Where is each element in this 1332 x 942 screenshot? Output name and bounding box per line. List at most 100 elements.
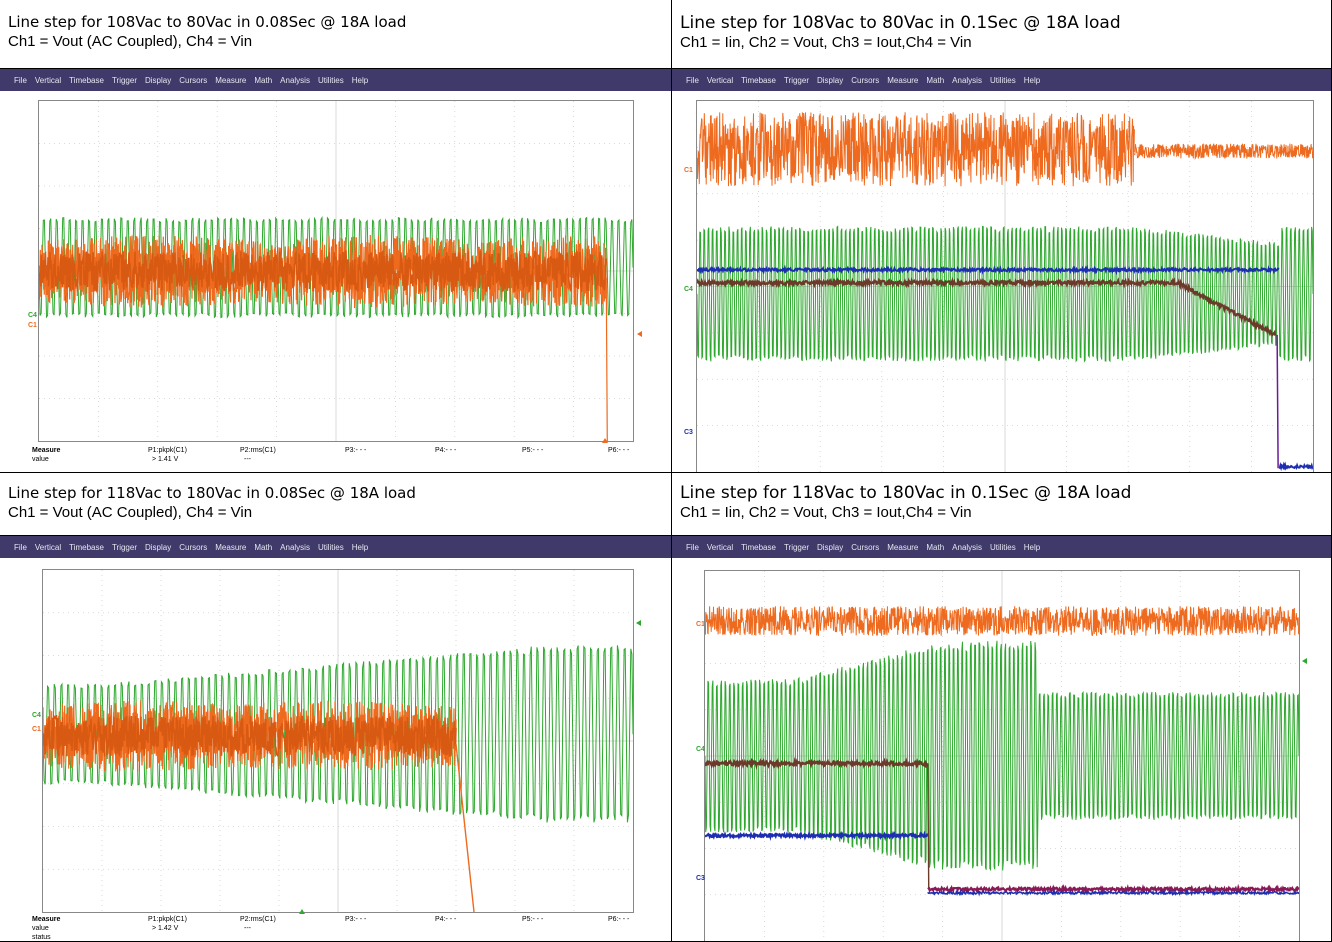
menu-display[interactable]: Display: [817, 75, 844, 85]
menu-measure[interactable]: Measure: [887, 75, 919, 85]
measure-param: P6:- - -: [608, 447, 630, 454]
menu-file[interactable]: File: [14, 75, 27, 85]
ch1-trace-core: [39, 248, 608, 295]
channel-label-c1: C1: [32, 726, 41, 733]
measure-status-label: status: [32, 934, 51, 941]
scope-screen-3: File Vertical Timebase Trigger Display Cursor…: [0, 536, 672, 942]
ch3-trace-low: [927, 883, 1299, 895]
waveform-canvas: [43, 570, 633, 912]
menu-help[interactable]: Help: [351, 542, 369, 552]
panel-1-title: Line step for 108Vac to 80Vac in 0.08Sec…: [8, 13, 407, 31]
channel-label-c4: C4: [696, 746, 705, 753]
waveform-canvas: [39, 101, 633, 441]
menu-help[interactable]: Help: [351, 75, 369, 85]
menu-math[interactable]: Math: [926, 542, 945, 552]
menu-vertical[interactable]: Vertical: [34, 75, 62, 85]
menu-measure[interactable]: Measure: [215, 75, 247, 85]
measure-value: > 1.41 V: [152, 456, 179, 463]
menu-timebase[interactable]: Timebase: [69, 542, 104, 552]
ch3-trace-low: [1278, 461, 1313, 472]
channel-label-c4: C4: [32, 712, 41, 719]
menu-analysis[interactable]: Analysis: [280, 75, 310, 85]
panel-1-subtitle: Ch1 = Vout (AC Coupled), Ch4 = Vin: [8, 33, 253, 50]
menu-math[interactable]: Math: [926, 75, 945, 85]
menu-trigger[interactable]: Trigger: [783, 542, 809, 552]
menu-file[interactable]: File: [686, 75, 699, 85]
menu-help[interactable]: Help: [1023, 542, 1041, 552]
menu-cursors[interactable]: Cursors: [179, 75, 208, 85]
measure-value: ---: [244, 925, 251, 932]
menu-cursors[interactable]: Cursors: [851, 542, 880, 552]
ch2-trace: [705, 756, 929, 770]
menu-measure[interactable]: Measure: [215, 542, 247, 552]
menu-math[interactable]: Math: [254, 75, 273, 85]
menu-trigger[interactable]: Trigger: [783, 75, 809, 85]
measure-value: ---: [244, 456, 251, 463]
trigger-marker-icon: [299, 909, 305, 914]
menu-analysis[interactable]: Analysis: [280, 542, 310, 552]
menu-vertical[interactable]: Vertical: [34, 542, 62, 552]
panel-2-subtitle: Ch1 = Iin, Ch2 = Vout, Ch3 = Iout,Ch4 = …: [680, 34, 972, 51]
ch1-drop: [455, 744, 475, 912]
ch1-trace: [705, 606, 1299, 637]
scope-screen-4: File Vertical Timebase Trigger Display Cursor…: [672, 536, 1332, 942]
panel-2-title: Line step for 108Vac to 80Vac in 0.1Sec …: [680, 13, 1121, 33]
measure-param: P1:pkpk(C1): [148, 447, 187, 454]
caption-panel-4: Line step for 118Vac to 180Vac in 0.1Sec…: [672, 473, 1332, 536]
measure-value: > 1.42 V: [152, 925, 179, 932]
menu-trigger[interactable]: Trigger: [111, 542, 137, 552]
menu-timebase[interactable]: Timebase: [741, 75, 776, 85]
scope-screen-2: File Vertical Timebase Trigger Display Cursor…: [672, 69, 1332, 473]
scope-menubar: File Vertical Timebase Trigger Display Cursor…: [0, 536, 671, 558]
menu-timebase[interactable]: Timebase: [69, 75, 104, 85]
channel-label-c4: C4: [684, 286, 693, 293]
menu-utilities[interactable]: Utilities: [317, 75, 344, 85]
menu-help[interactable]: Help: [1023, 75, 1041, 85]
waveform-canvas: [705, 571, 1299, 941]
ch3-trace: [697, 264, 1280, 276]
menu-math[interactable]: Math: [254, 542, 273, 552]
channel-label-c4: C4: [28, 312, 37, 319]
measure-param: P4:- - -: [435, 447, 457, 454]
measure-param: P6:- - -: [608, 916, 630, 923]
measure-param: P5:- - -: [522, 447, 544, 454]
menu-trigger[interactable]: Trigger: [111, 75, 137, 85]
measure-panel: Measure value status P1:pkpk(C1) > 1.42 V P2:…: [30, 916, 670, 941]
menu-cursors[interactable]: Cursors: [851, 75, 880, 85]
caption-panel-3: Line step for 118Vac to 180Vac in 0.08Se…: [0, 473, 672, 536]
channel-label-c1: C1: [696, 621, 705, 628]
menu-file[interactable]: File: [14, 542, 27, 552]
measure-param: P1:pkpk(C1): [148, 916, 187, 923]
ch2-trace-sag: [1176, 277, 1277, 337]
scope-screen-1: File Vertical Timebase Trigger Display Cursor…: [0, 69, 672, 473]
menu-measure[interactable]: Measure: [887, 542, 919, 552]
ch3-trace-low-blue: [927, 889, 1299, 897]
menu-utilities[interactable]: Utilities: [989, 542, 1016, 552]
menu-utilities[interactable]: Utilities: [989, 75, 1016, 85]
menu-display[interactable]: Display: [145, 75, 172, 85]
ch4-trace: [705, 640, 1299, 872]
menu-timebase[interactable]: Timebase: [741, 542, 776, 552]
menu-display[interactable]: Display: [145, 542, 172, 552]
waveform-canvas: [697, 101, 1313, 472]
scope-menubar: File Vertical Timebase Trigger Display Cursor…: [0, 69, 671, 91]
menu-file[interactable]: File: [686, 542, 699, 552]
measure-value-label: value: [32, 456, 49, 463]
panel-3-title: Line step for 118Vac to 180Vac in 0.08Se…: [8, 484, 416, 502]
ch1-trace: [697, 112, 1135, 187]
channel-label-c1: C1: [28, 322, 37, 329]
menu-cursors[interactable]: Cursors: [179, 542, 208, 552]
menu-display[interactable]: Display: [817, 542, 844, 552]
ch1-trace-core: [43, 714, 457, 758]
measure-param: P2:rms(C1): [240, 447, 276, 454]
measure-heading: Measure: [32, 916, 61, 923]
menu-vertical[interactable]: Vertical: [706, 542, 734, 552]
waveform-grid: [38, 100, 634, 442]
menu-utilities[interactable]: Utilities: [317, 542, 344, 552]
menu-analysis[interactable]: Analysis: [952, 75, 982, 85]
measure-param: P2:rms(C1): [240, 916, 276, 923]
menu-vertical[interactable]: Vertical: [706, 75, 734, 85]
measure-param: P3:- - -: [345, 447, 367, 454]
menu-analysis[interactable]: Analysis: [952, 542, 982, 552]
ch2-drop: [927, 763, 930, 890]
